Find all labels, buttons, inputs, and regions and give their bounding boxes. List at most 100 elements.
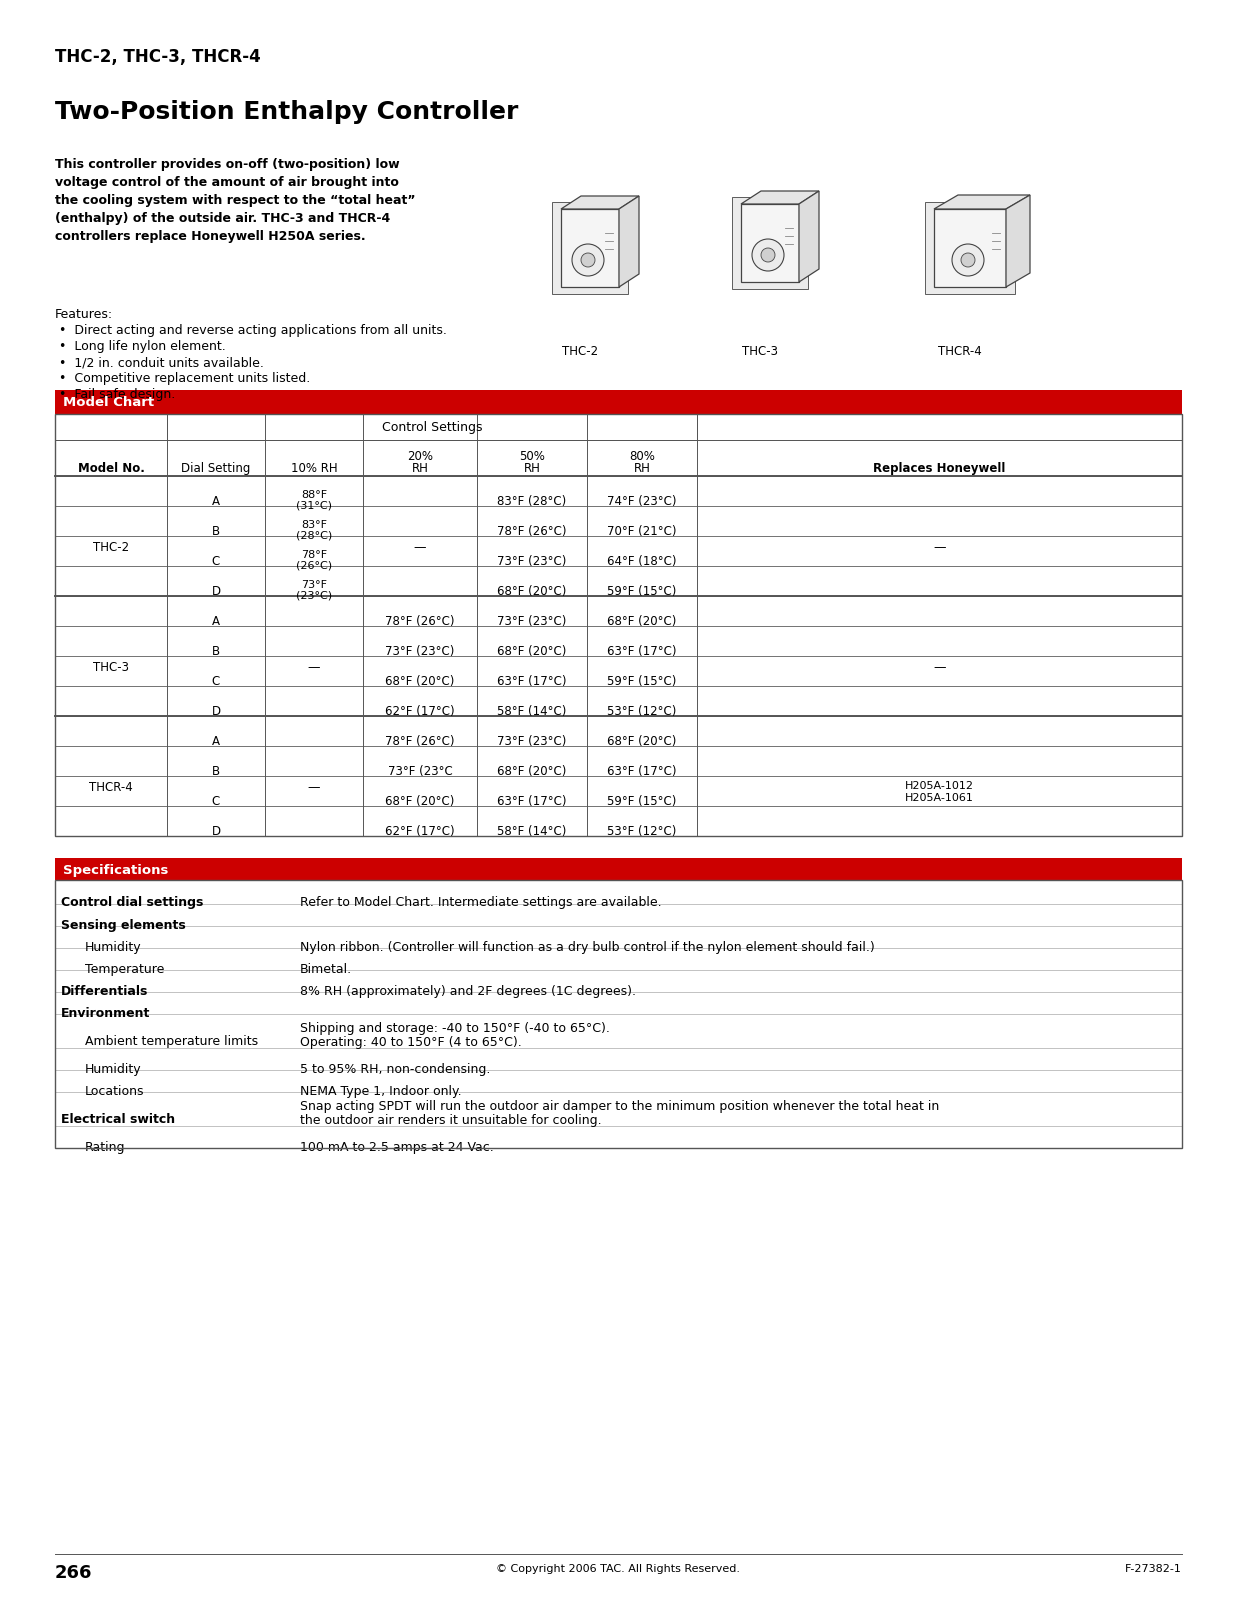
Text: 73°F (23°C): 73°F (23°C) <box>497 734 567 749</box>
Text: •  Direct acting and reverse acting applications from all units.: • Direct acting and reverse acting appli… <box>59 323 447 338</box>
Text: Specifications: Specifications <box>63 864 168 877</box>
Text: 58°F (14°C): 58°F (14°C) <box>497 826 567 838</box>
Bar <box>54 1126 1183 1149</box>
Text: Humidity: Humidity <box>85 1062 141 1075</box>
Text: Control Settings: Control Settings <box>382 421 482 434</box>
Text: —: — <box>413 541 427 554</box>
Bar <box>54 880 1183 1149</box>
Text: —: — <box>308 781 320 794</box>
Text: 83°F (28°C): 83°F (28°C) <box>497 494 567 509</box>
Text: D: D <box>212 826 220 838</box>
Text: RH: RH <box>412 462 428 475</box>
Text: 78°F (26°C): 78°F (26°C) <box>385 734 455 749</box>
Polygon shape <box>552 202 628 294</box>
Text: 68°F (20°C): 68°F (20°C) <box>607 614 677 627</box>
Polygon shape <box>925 202 1016 294</box>
Polygon shape <box>618 195 640 286</box>
Text: C: C <box>212 795 220 808</box>
Text: Environment: Environment <box>61 1006 151 1021</box>
Text: Electrical switch: Electrical switch <box>61 1114 176 1126</box>
Circle shape <box>752 238 784 270</box>
Text: Dial Setting: Dial Setting <box>182 462 251 475</box>
Text: (enthalpy) of the outside air. THC-3 and THCR-4: (enthalpy) of the outside air. THC-3 and… <box>54 211 390 226</box>
Text: RH: RH <box>633 462 651 475</box>
Text: (28°C): (28°C) <box>296 531 332 541</box>
Text: B: B <box>212 525 220 538</box>
Text: THC-2, THC-3, THCR-4: THC-2, THC-3, THCR-4 <box>54 48 261 66</box>
Bar <box>54 686 1183 717</box>
Text: —: — <box>308 661 320 674</box>
Polygon shape <box>562 210 618 286</box>
Text: 59°F (15°C): 59°F (15°C) <box>607 795 677 808</box>
Text: (31°C): (31°C) <box>296 501 332 510</box>
Text: 63°F (17°C): 63°F (17°C) <box>607 765 677 778</box>
Bar <box>54 440 1183 477</box>
Text: Features:: Features: <box>54 307 113 322</box>
Text: 59°F (15°C): 59°F (15°C) <box>607 675 677 688</box>
Text: 73°F (23°C): 73°F (23°C) <box>497 614 567 627</box>
Text: 10% RH: 10% RH <box>291 462 338 475</box>
Bar <box>54 477 1183 506</box>
Bar <box>54 926 1183 947</box>
Text: D: D <box>212 706 220 718</box>
Bar <box>54 390 1183 414</box>
Text: 68°F (20°C): 68°F (20°C) <box>497 645 567 658</box>
Text: 68°F (20°C): 68°F (20°C) <box>497 765 567 778</box>
Circle shape <box>952 243 983 275</box>
Text: 100 mA to 2.5 amps at 24 Vac.: 100 mA to 2.5 amps at 24 Vac. <box>301 1141 494 1154</box>
Text: 78°F (26°C): 78°F (26°C) <box>497 525 567 538</box>
Text: Locations: Locations <box>85 1085 145 1098</box>
Bar <box>54 1070 1183 1091</box>
Bar <box>54 1091 1183 1126</box>
Text: H205A-1012
H205A-1061: H205A-1012 H205A-1061 <box>905 781 974 803</box>
Text: the cooling system with respect to the “total heat”: the cooling system with respect to the “… <box>54 194 416 206</box>
Text: —: — <box>933 661 946 674</box>
Bar <box>54 746 1183 776</box>
Text: 73°F (23°C): 73°F (23°C) <box>497 555 567 568</box>
Polygon shape <box>1006 195 1030 286</box>
Text: 73°F (23°C: 73°F (23°C <box>387 765 453 778</box>
Bar <box>54 806 1183 835</box>
Polygon shape <box>741 190 819 203</box>
Bar <box>54 626 1183 656</box>
Text: •  1/2 in. conduit units available.: • 1/2 in. conduit units available. <box>59 357 263 370</box>
Text: Refer to Model Chart. Intermediate settings are available.: Refer to Model Chart. Intermediate setti… <box>301 896 662 909</box>
Bar <box>54 536 1183 566</box>
Text: 68°F (20°C): 68°F (20°C) <box>385 795 455 808</box>
Text: THCR-4: THCR-4 <box>89 781 132 794</box>
Text: Two-Position Enthalpy Controller: Two-Position Enthalpy Controller <box>54 99 518 125</box>
Text: Control dial settings: Control dial settings <box>61 896 203 909</box>
Text: voltage control of the amount of air brought into: voltage control of the amount of air bro… <box>54 176 398 189</box>
Text: Shipping and storage: -40 to 150°F (-40 to 65°C).: Shipping and storage: -40 to 150°F (-40 … <box>301 1022 610 1035</box>
Text: 53°F (12°C): 53°F (12°C) <box>607 706 677 718</box>
Text: This controller provides on-off (two-position) low: This controller provides on-off (two-pos… <box>54 158 400 171</box>
Text: 74°F (23°C): 74°F (23°C) <box>607 494 677 509</box>
Text: 62°F (17°C): 62°F (17°C) <box>385 706 455 718</box>
Text: THC-2: THC-2 <box>93 541 129 554</box>
Text: •  Fail safe design.: • Fail safe design. <box>59 387 176 402</box>
Bar <box>54 992 1183 1014</box>
Text: (26°C): (26°C) <box>296 562 332 571</box>
Text: 68°F (20°C): 68°F (20°C) <box>385 675 455 688</box>
Bar <box>54 1048 1183 1070</box>
Text: 64°F (18°C): 64°F (18°C) <box>607 555 677 568</box>
Bar <box>54 947 1183 970</box>
Text: Sensing elements: Sensing elements <box>61 918 186 931</box>
Text: 20%: 20% <box>407 450 433 462</box>
Text: 78°F (26°C): 78°F (26°C) <box>385 614 455 627</box>
Bar <box>54 717 1183 746</box>
Text: Differentials: Differentials <box>61 986 148 998</box>
Bar <box>54 904 1183 926</box>
Text: 266: 266 <box>54 1565 93 1582</box>
Text: 5 to 95% RH, non-condensing.: 5 to 95% RH, non-condensing. <box>301 1062 490 1075</box>
Text: A: A <box>212 494 220 509</box>
Text: 50%: 50% <box>520 450 546 462</box>
Text: 80%: 80% <box>630 450 654 462</box>
Text: Rating: Rating <box>85 1141 125 1154</box>
Text: 63°F (17°C): 63°F (17°C) <box>497 675 567 688</box>
Text: •  Long life nylon element.: • Long life nylon element. <box>59 341 225 354</box>
Text: RH: RH <box>523 462 541 475</box>
Text: 59°F (15°C): 59°F (15°C) <box>607 586 677 598</box>
Text: Ambient temperature limits: Ambient temperature limits <box>85 1035 259 1048</box>
Text: THC-3: THC-3 <box>93 661 129 674</box>
